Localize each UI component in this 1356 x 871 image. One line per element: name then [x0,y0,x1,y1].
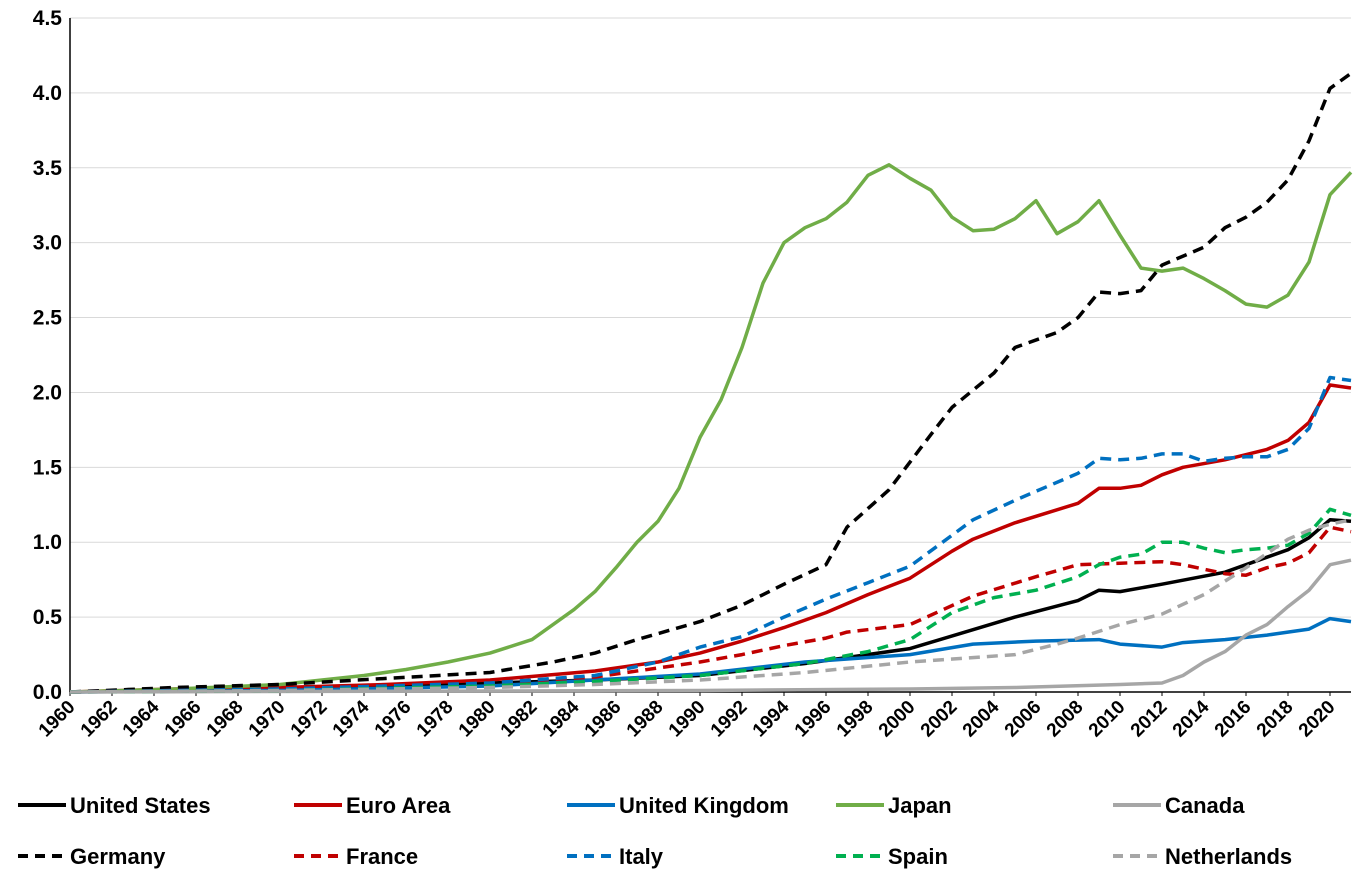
x-tick-label: 2008 [1043,697,1088,742]
x-tick-label: 1990 [665,697,710,742]
series-line-france [69,525,1352,694]
x-tick-label: 2000 [875,697,920,742]
legend-label: Netherlands [1165,844,1292,869]
x-tick-label: 1980 [455,697,500,742]
series-line-spain [69,507,1352,694]
x-tick-label: 1964 [119,696,164,741]
y-tick-label: 0.5 [33,606,63,629]
legend-label: United States [70,793,211,818]
x-tick-label: 1970 [245,697,290,742]
y-tick-label: 4.0 [33,82,62,105]
series-line-italy [69,375,1352,694]
x-tick-label: 2016 [1211,697,1256,742]
x-tick-label: 1962 [77,697,122,742]
x-tick-label: 1978 [413,697,458,742]
x-tick-label: 1974 [329,696,374,741]
x-tick-label: 1976 [371,697,416,742]
x-tick-label: 2002 [917,697,962,742]
series-line-euro-area [69,383,1352,694]
x-tick-label: 2006 [1001,697,1046,742]
x-tick-label: 1994 [749,696,794,741]
x-tick-label: 2010 [1085,697,1130,742]
legend-label: France [346,844,418,869]
y-tick-label: 1.5 [33,456,63,479]
x-tick-label: 1988 [623,697,668,742]
x-tick-label: 2014 [1169,696,1214,741]
y-tick-label: 0.0 [33,681,62,704]
series-line-netherlands [69,518,1352,694]
x-tick-label: 1998 [833,697,878,742]
x-tick-label: 1972 [287,697,332,742]
x-tick-label: 1992 [707,697,752,742]
legend-label: Euro Area [346,793,451,818]
x-tick-label: 1986 [581,697,626,742]
y-tick-label: 3.5 [33,157,63,180]
x-tick-labels: 1960196219641966196819701972197419761978… [35,696,1340,741]
axes [69,18,1351,696]
x-tick-label: 1966 [161,697,206,742]
legend-label: Spain [888,844,948,869]
x-tick-label: 1968 [203,697,248,742]
x-tick-label: 1996 [791,697,836,742]
x-tick-label: 2018 [1253,697,1298,742]
x-tick-label: 2020 [1295,697,1340,742]
y-tick-label: 2.0 [33,381,62,404]
series-lines [69,71,1353,694]
series-line-japan [69,163,1353,694]
x-tick-label: 1982 [497,697,542,742]
y-tick-label: 3.0 [33,232,62,255]
legend-label: Japan [888,793,952,818]
y-tick-label: 2.5 [33,307,63,330]
series-line-germany [69,71,1353,694]
y-tick-labels: 0.0 0.5 1.0 1.5 2.0 2.5 3.0 3.5 4.0 4.5 [33,7,63,704]
x-tick-label: 1984 [539,696,584,741]
x-tick-label: 2012 [1127,697,1172,742]
series-line-united-states [69,518,1352,694]
x-tick-label: 2004 [959,696,1004,741]
y-tick-label: 1.0 [33,531,62,554]
series-line-canada [69,558,1352,694]
gridlines [70,17,1351,618]
legend-label: Germany [70,844,166,869]
legend-label: Italy [619,844,664,869]
legend-label: Canada [1165,793,1245,818]
legend: United States Euro Area United Kingdom Japa… [18,793,1292,869]
y-tick-label: 4.5 [33,7,63,30]
legend-label: United Kingdom [619,793,789,818]
